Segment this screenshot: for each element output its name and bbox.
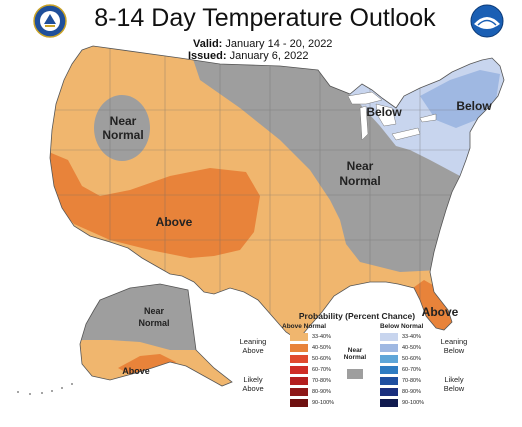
legend-below-range-1: 33-40% (402, 334, 421, 340)
legend-above-range-4: 60-70% (312, 367, 331, 373)
label-below-northeast: Below (456, 99, 492, 113)
legend-likely-above: Likely Above (228, 375, 278, 393)
legend-below-header: Below Normal (380, 323, 424, 330)
legend-above-range-7: 90-100% (312, 400, 335, 406)
legend-below-swatch-7 (380, 399, 398, 407)
legend-leaning-above-1: Leaning (239, 337, 267, 346)
legend-leaning-above-2: Above (242, 346, 264, 355)
legend-likely-below-2: Below (443, 384, 465, 393)
issued-label: Issued: (188, 50, 227, 62)
label-near-normal-alaska-1: Near (144, 306, 165, 316)
legend-leaning-above: Leaning Above (228, 337, 278, 355)
legend-near-normal-swatch (347, 369, 363, 379)
legend-above-swatch-2 (290, 344, 308, 352)
valid-label: Valid: (193, 38, 223, 50)
legend-leaning-below-1: Leaning (440, 337, 468, 346)
label-above-florida: Above (422, 305, 459, 319)
page-title: 8-14 Day Temperature Outlook (94, 4, 436, 32)
legend-below-range-2: 40-50% (402, 345, 421, 351)
legend-above-swatch-6 (290, 388, 308, 396)
valid-value: January 14 - 20, 2022 (225, 38, 333, 50)
legend-likely-below: Likely Below (429, 375, 479, 393)
legend-above-range-5: 70-80% (312, 378, 331, 384)
legend-above-range-2: 40-50% (312, 345, 331, 351)
legend-below-range-6: 80-90% (402, 389, 421, 395)
label-near-normal-central-2: Normal (339, 174, 380, 188)
legend-leaning-below: Leaning Below (429, 337, 479, 355)
legend-above-range-1: 33-40% (312, 334, 331, 340)
legend-below-swatch-2 (380, 344, 398, 352)
legend-below-swatch-4 (380, 366, 398, 374)
aleutian-islands (17, 383, 73, 395)
issued-line: Issued: January 6, 2022 (188, 50, 308, 62)
legend: Probability (Percent Chance) Above Norma… (232, 311, 482, 419)
label-near-normal-alaska-2: Normal (138, 318, 169, 328)
legend-below-range-7: 90-100% (402, 400, 425, 406)
noaa-logo-icon (470, 4, 504, 38)
legend-below-swatch-6 (380, 388, 398, 396)
label-near-normal-central-1: Near (347, 159, 374, 173)
label-below-greatlakes: Below (366, 105, 402, 119)
legend-below-swatch-3 (380, 355, 398, 363)
legend-likely-above-2: Above (242, 384, 264, 393)
legend-above-swatch-3 (290, 355, 308, 363)
legend-above-range-6: 80-90% (312, 389, 331, 395)
issued-value: January 6, 2022 (229, 50, 309, 62)
label-above-southwest: Above (156, 215, 193, 229)
legend-above-swatch-1 (290, 333, 308, 341)
legend-above-swatch-4 (290, 366, 308, 374)
legend-below-range-3: 50-60% (402, 356, 421, 362)
valid-line: Valid: January 14 - 20, 2022 (193, 38, 332, 50)
legend-likely-above-1: Likely (243, 375, 263, 384)
legend-title: Probability (Percent Chance) (298, 311, 416, 321)
legend-likely-below-1: Likely (444, 375, 464, 384)
commerce-seal-icon (33, 4, 67, 38)
legend-below-range-5: 70-80% (402, 378, 421, 384)
legend-near-label-2: Normal (343, 354, 367, 361)
legend-above-header: Above Normal (282, 323, 327, 330)
legend-above-swatch-5 (290, 377, 308, 385)
label-near-normal-west-2: Normal (102, 128, 143, 142)
legend-leaning-below-2: Below (443, 346, 465, 355)
legend-near-label-1: Near (347, 347, 363, 354)
legend-below-range-4: 60-70% (402, 367, 421, 373)
legend-below-swatch-5 (380, 377, 398, 385)
label-above-alaska: Above (122, 366, 150, 376)
legend-above-swatch-7 (290, 399, 308, 407)
great-lakes (347, 91, 437, 141)
label-near-normal-west-1: Near (110, 114, 137, 128)
legend-below-swatch-1 (380, 333, 398, 341)
legend-above-range-3: 50-60% (312, 356, 331, 362)
legend-near-label: Near Normal (330, 347, 380, 361)
